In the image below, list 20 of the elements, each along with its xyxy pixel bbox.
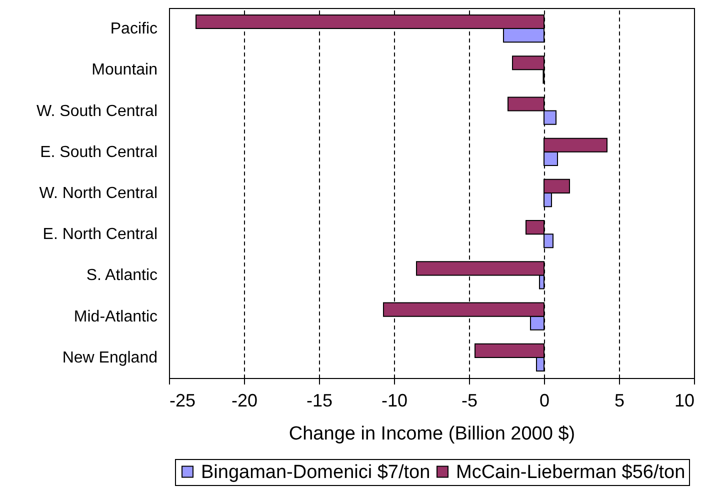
y-tick-label: E. North Central [42, 226, 158, 244]
x-tick-label: -25 [170, 390, 196, 410]
x-tick-label: -20 [231, 390, 258, 410]
legend-label: McCain-Lieberman $56/ton [456, 462, 686, 483]
y-tick-label: S. Atlantic [86, 267, 158, 284]
x-axis-title: Change in Income (Billion 2000 $) [288, 424, 576, 444]
legend-label: Bingaman-Domenici $7/ton [201, 462, 430, 483]
x-tick-label: 5 [614, 390, 625, 410]
y-tick-label: New England [62, 349, 158, 366]
y-tick-label: Mid-Atlantic [74, 308, 158, 326]
x-tick-label: -15 [306, 390, 333, 410]
y-tick-label: W. South Central [36, 102, 158, 120]
x-tick-label: 10 [674, 390, 694, 410]
y-tick-label: Mountain [92, 62, 158, 79]
y-tick-label: W. North Central [39, 185, 158, 202]
x-tick-label: -10 [381, 390, 408, 410]
x-tick-label: -5 [461, 390, 478, 410]
y-tick-label: E. South Central [40, 144, 158, 161]
x-tick-label: 0 [539, 390, 550, 410]
y-tick-label: Pacific [110, 20, 158, 38]
